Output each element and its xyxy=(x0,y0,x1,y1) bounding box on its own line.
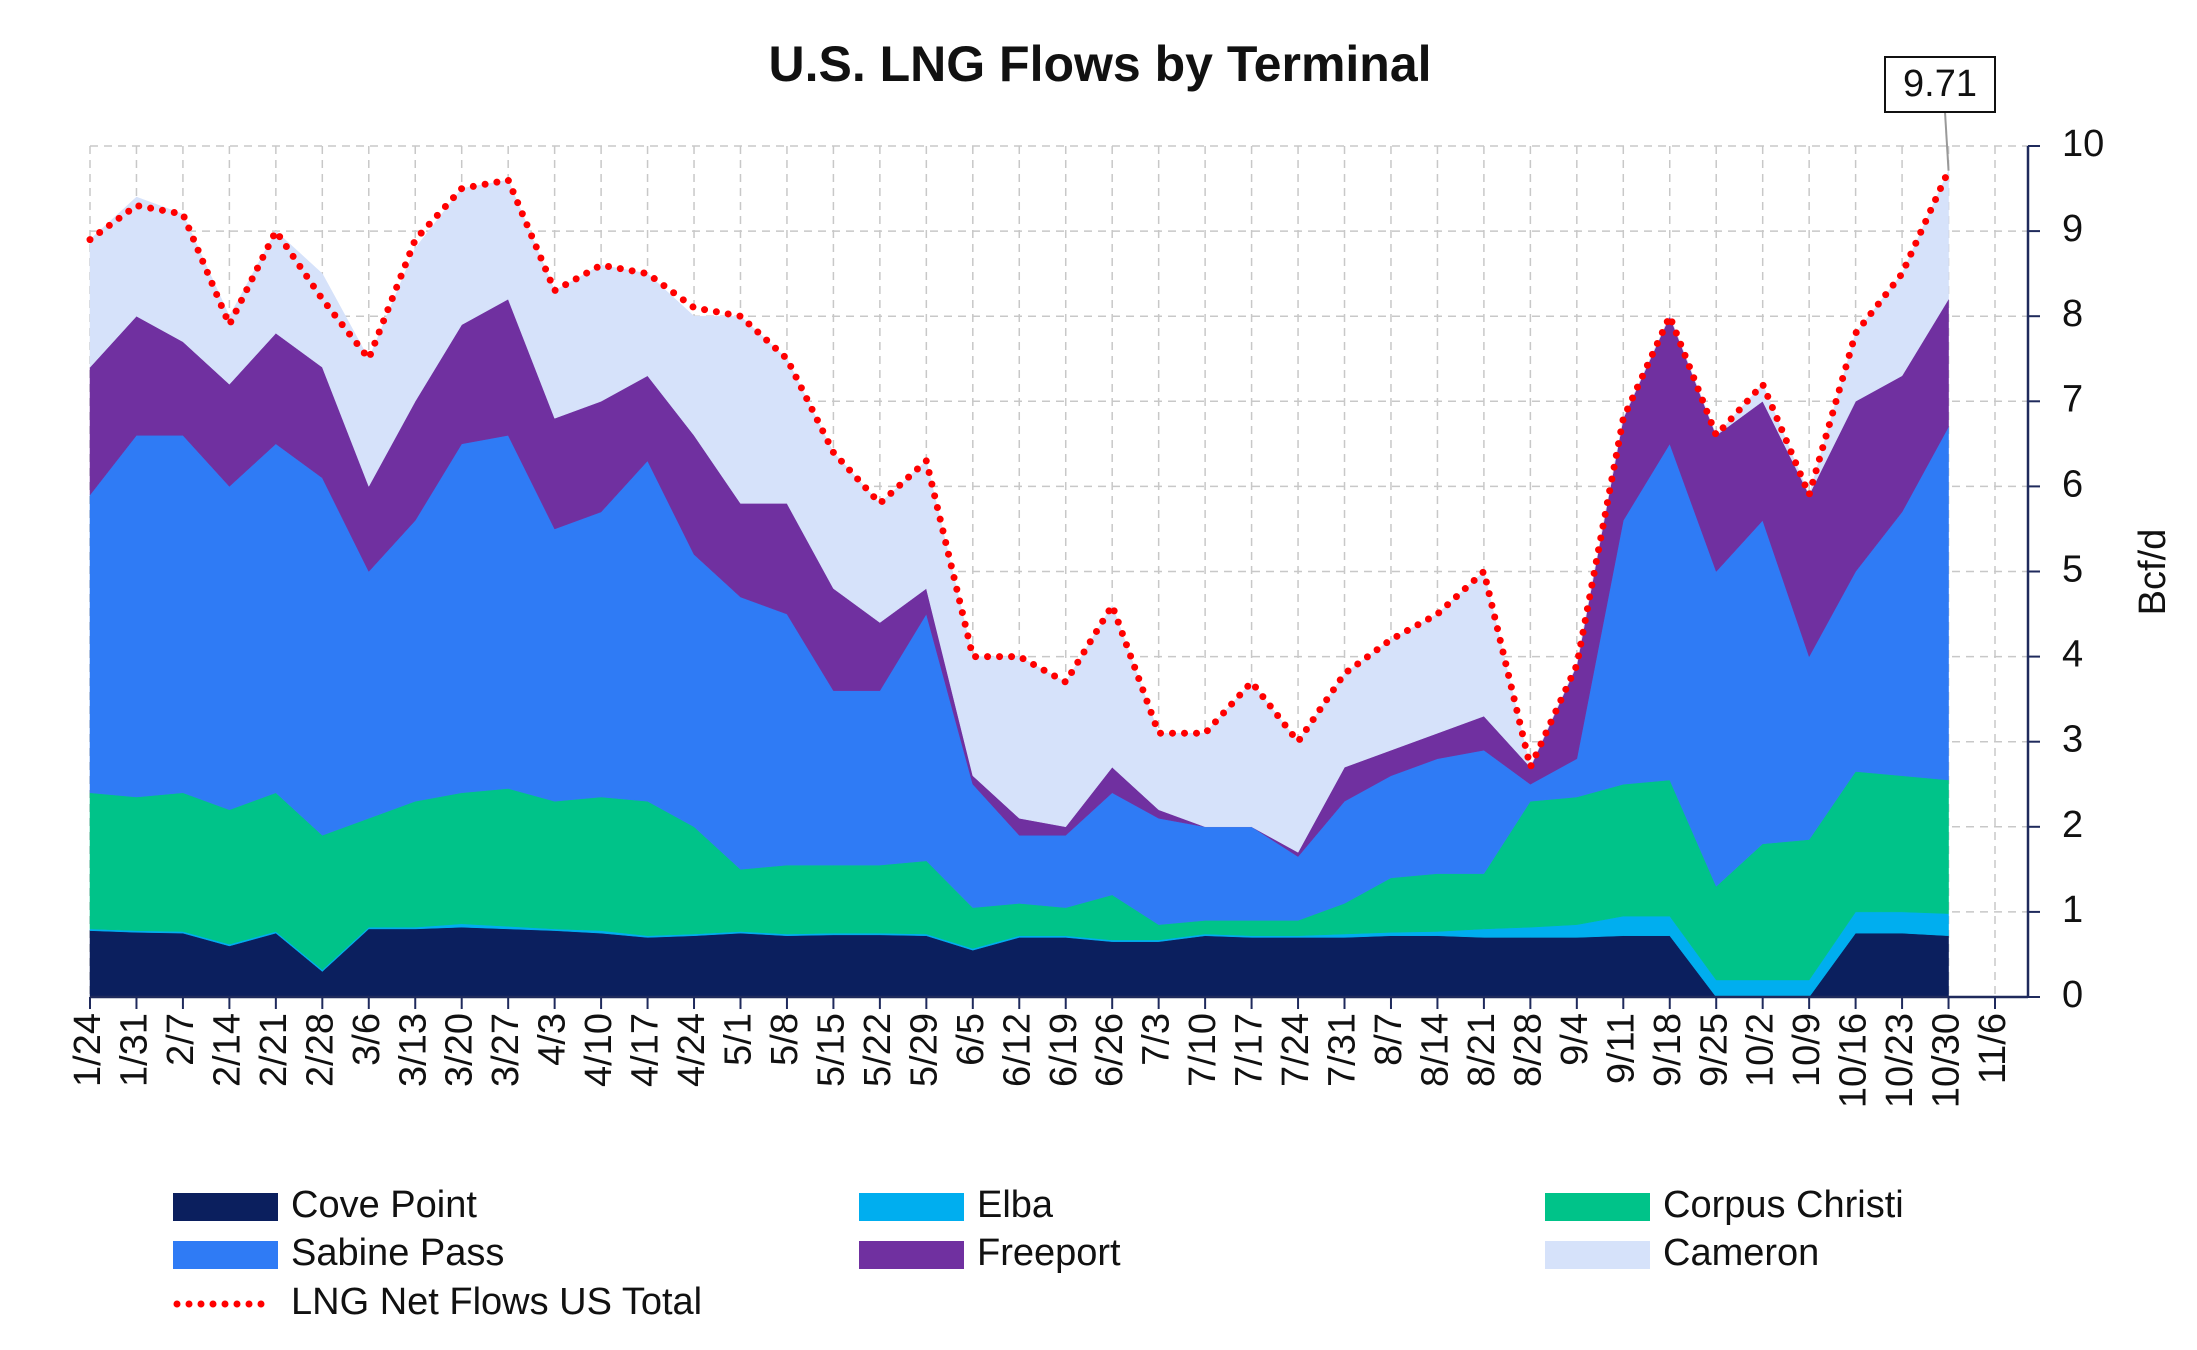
x-tick-label: 6/5 xyxy=(950,1013,992,1066)
y-tick-label: 6 xyxy=(2062,463,2083,505)
x-tick-label: 2/7 xyxy=(160,1013,202,1066)
x-tick-label: 6/26 xyxy=(1089,1013,1131,1087)
annotation: 9.71 xyxy=(1903,63,1977,105)
x-tick-label: 10/2 xyxy=(1740,1013,1782,1087)
legend-label: Cove Point xyxy=(291,1184,477,1226)
x-tick-label: 7/3 xyxy=(1136,1013,1178,1066)
x-tick-label: 5/22 xyxy=(857,1013,899,1087)
x-tick-label: 1/31 xyxy=(113,1013,155,1087)
y-tick-label: 10 xyxy=(2062,123,2104,165)
y-tick-label: 7 xyxy=(2062,378,2083,420)
x-tick-label: 11/6 xyxy=(1972,1013,2014,1084)
x-tick-label: 2/28 xyxy=(299,1013,341,1087)
legend-label: Cameron xyxy=(1663,1232,1819,1274)
legend-swatch xyxy=(173,1241,278,1269)
legend-swatch xyxy=(859,1241,964,1269)
x-tick-label: 4/3 xyxy=(532,1013,574,1066)
legend-label: Elba xyxy=(977,1184,1054,1226)
areas xyxy=(89,170,1949,998)
x-tick-label: 3/20 xyxy=(439,1013,481,1087)
legend-label: Freeport xyxy=(977,1232,1121,1274)
x-tick-label: 9/4 xyxy=(1554,1013,1596,1066)
x-tick-label: 9/25 xyxy=(1693,1013,1735,1087)
legend-swatch xyxy=(859,1193,964,1221)
x-tick-label: 5/8 xyxy=(764,1013,806,1066)
x-tick-label: 4/17 xyxy=(625,1013,667,1087)
x-tick-label: 3/27 xyxy=(485,1013,527,1087)
total-line xyxy=(86,167,1953,778)
legend-label: Corpus Christi xyxy=(1663,1184,1904,1226)
x-tick-label: 3/6 xyxy=(346,1013,388,1066)
legend-swatch xyxy=(1545,1241,1650,1269)
x-tick-label: 8/14 xyxy=(1414,1013,1456,1087)
y-tick-label: 0 xyxy=(2062,974,2083,1016)
x-tick-label: 10/23 xyxy=(1879,1013,1921,1108)
x-tick-label: 10/30 xyxy=(1926,1013,1968,1108)
x-tick-label: 2/21 xyxy=(253,1013,295,1087)
x-tick-label: 4/10 xyxy=(578,1013,620,1087)
x-tick-label: 7/31 xyxy=(1322,1013,1364,1087)
x-tick-label: 9/18 xyxy=(1647,1013,1689,1087)
y-tick-label: 4 xyxy=(2062,634,2083,676)
legend-swatch xyxy=(1545,1193,1650,1221)
x-tick-label: 2/14 xyxy=(206,1013,248,1087)
x-tick-label: 3/13 xyxy=(392,1013,434,1087)
x-tick-label: 6/12 xyxy=(996,1013,1038,1087)
y-axis-label: Bcf/d xyxy=(2132,529,2174,616)
x-tick-label: 6/19 xyxy=(1043,1013,1085,1087)
x-tick-label: 5/15 xyxy=(810,1013,852,1087)
legend-swatch xyxy=(173,1193,278,1221)
y-tick-label: 1 xyxy=(2062,889,2083,931)
x-tick-label: 7/24 xyxy=(1275,1013,1317,1087)
x-tick-label: 8/28 xyxy=(1507,1013,1549,1087)
x-tick-label: 7/10 xyxy=(1182,1013,1224,1087)
area xyxy=(89,170,1949,853)
y-tick-label: 8 xyxy=(2062,293,2083,335)
y-tick-label: 9 xyxy=(2062,208,2083,250)
x-tick-label: 10/9 xyxy=(1786,1013,1828,1087)
y-tick-label: 3 xyxy=(2062,719,2083,761)
x-tick-label: 4/24 xyxy=(671,1013,713,1087)
annotation-box xyxy=(1884,56,1996,113)
x-tick-label: 9/11 xyxy=(1600,1013,1642,1084)
y-tick-label: 5 xyxy=(2062,549,2083,591)
x-tick-label: 10/16 xyxy=(1833,1013,1875,1108)
x-tick-label: 8/7 xyxy=(1368,1013,1410,1066)
legend-label: LNG Net Flows US Total xyxy=(291,1281,702,1323)
x-tick-label: 5/29 xyxy=(903,1013,945,1087)
y-tick-label: 2 xyxy=(2062,804,2083,846)
legend-label: Sabine Pass xyxy=(291,1232,504,1274)
chart-title: U.S. LNG Flows by Terminal xyxy=(768,36,1431,92)
x-tick-label: 7/17 xyxy=(1229,1013,1271,1087)
x-tick-label: 8/21 xyxy=(1461,1013,1503,1087)
x-tick-label: 1/24 xyxy=(67,1013,109,1087)
annotation-leader xyxy=(1944,111,1950,171)
x-tick-label: 5/1 xyxy=(718,1013,760,1066)
